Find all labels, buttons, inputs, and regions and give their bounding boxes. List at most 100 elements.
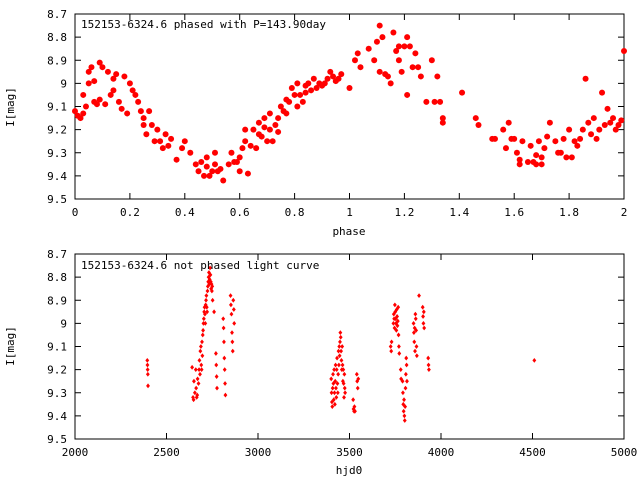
data-points [72, 22, 627, 184]
data-point [405, 378, 409, 384]
data-point [151, 138, 158, 145]
data-point [423, 98, 430, 105]
y-tick-label: 9.3 [47, 387, 67, 400]
data-point [203, 320, 208, 326]
data-point [357, 64, 364, 71]
data-point [346, 85, 353, 91]
data-point [339, 357, 344, 363]
data-point [261, 115, 268, 122]
data-point [396, 344, 401, 349]
data-point [146, 108, 153, 115]
data-point [231, 297, 236, 303]
x-tick-label: 0.6 [230, 206, 250, 219]
data-point [338, 71, 345, 78]
data-point [85, 80, 92, 87]
data-point [546, 119, 553, 126]
data-point [231, 307, 236, 312]
data-point [604, 105, 611, 112]
data-point [140, 115, 147, 122]
data-point [399, 376, 404, 382]
data-point [401, 43, 408, 50]
data-point [230, 348, 235, 354]
data-point [612, 126, 619, 133]
x-tick-label: 2500 [153, 446, 180, 459]
x-tick-label: 2000 [62, 446, 89, 459]
data-point [615, 122, 622, 128]
data-point [342, 394, 346, 400]
data-point [351, 406, 356, 412]
data-point [538, 154, 545, 161]
data-point [230, 339, 235, 345]
data-point [110, 75, 117, 82]
data-point [272, 122, 279, 128]
data-point [403, 404, 408, 410]
data-point [417, 293, 421, 299]
data-point [336, 371, 341, 377]
data-point [222, 355, 227, 361]
data-point [206, 274, 211, 280]
data-point [80, 110, 87, 117]
data-point [115, 98, 122, 105]
data-point [421, 314, 425, 319]
data-point [277, 103, 284, 110]
x-tick-label: 4000 [428, 446, 455, 459]
data-point [145, 371, 150, 377]
y-tick-label: 9.2 [47, 124, 67, 137]
data-point [113, 71, 120, 78]
data-point [421, 309, 426, 315]
data-point [404, 362, 409, 368]
data-point [331, 371, 335, 377]
data-point [337, 353, 342, 359]
data-point [333, 362, 338, 368]
chart-title: 152153-6324.6 not phased light curve [81, 259, 319, 272]
data-point [535, 138, 542, 145]
data-point [527, 142, 534, 149]
data-point [391, 320, 396, 326]
data-point [198, 344, 203, 349]
data-point [207, 277, 212, 282]
data-point [165, 142, 172, 149]
plot-frame [74, 253, 625, 440]
data-point [393, 316, 398, 322]
data-point [145, 362, 150, 368]
data-point [193, 367, 198, 373]
data-point [310, 75, 317, 82]
data-point [203, 302, 208, 308]
data-point [91, 78, 98, 85]
data-point [541, 145, 548, 152]
data-point [401, 390, 405, 396]
x-tick-label: 0 [72, 206, 79, 219]
data-point [198, 371, 202, 377]
data-point [390, 29, 397, 36]
data-point [338, 334, 343, 340]
data-point [126, 80, 133, 87]
data-point [330, 399, 334, 405]
data-point [118, 105, 125, 112]
data-point [413, 348, 417, 354]
data-point [335, 355, 339, 361]
data-point [190, 364, 195, 370]
data-point [211, 149, 218, 156]
data-point [266, 110, 273, 117]
data-point [213, 351, 218, 356]
data-point [327, 68, 334, 75]
data-point [258, 133, 265, 140]
data-point [206, 172, 213, 179]
y-tick-label: 8.9 [47, 294, 67, 307]
data-point [513, 149, 520, 156]
data-point [511, 135, 518, 142]
data-point [544, 133, 551, 140]
data-point [557, 149, 564, 156]
data-point [365, 45, 372, 52]
data-point [338, 339, 342, 345]
y-tick-label: 9.5 [47, 193, 67, 206]
y-tick-label: 9.4 [47, 170, 67, 183]
data-point [204, 297, 208, 303]
data-point [337, 344, 342, 349]
data-point [330, 385, 335, 391]
data-point [411, 320, 416, 326]
data-point [205, 309, 210, 315]
data-point [516, 156, 523, 163]
data-point [261, 124, 268, 131]
data-point [275, 128, 282, 135]
